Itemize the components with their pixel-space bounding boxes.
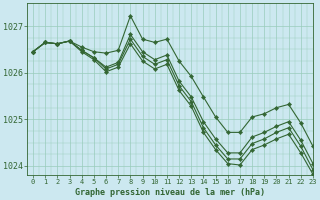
X-axis label: Graphe pression niveau de la mer (hPa): Graphe pression niveau de la mer (hPa) [75, 188, 265, 197]
